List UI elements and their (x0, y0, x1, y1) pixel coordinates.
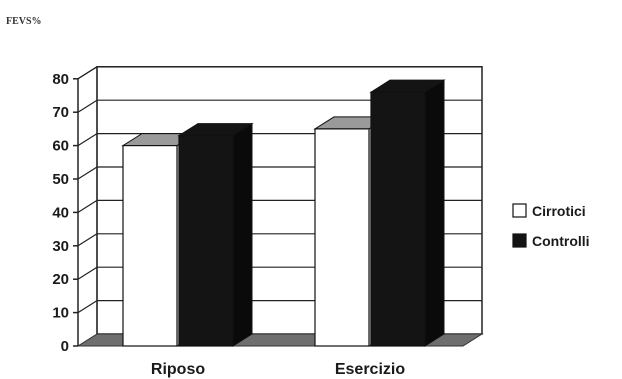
y-axis-label: FEVS% (6, 16, 42, 27)
bar (370, 91, 426, 347)
bar-side (232, 122, 253, 347)
y-tick-label: 60 (52, 138, 69, 155)
bar (178, 134, 234, 347)
bar-side (424, 79, 445, 347)
top-left-edge (77, 66, 98, 80)
gridline-side (77, 166, 98, 180)
category-label: Esercizio (335, 361, 405, 378)
gridline-side (77, 233, 98, 247)
bar (314, 128, 370, 347)
y-tick-label: 40 (52, 204, 69, 221)
legend: Cirrotici Controlli (512, 203, 590, 249)
gridline-side (77, 133, 98, 147)
legend-label-cirrotici: Cirrotici (532, 203, 586, 219)
gridline-side (77, 300, 98, 314)
y-tick-label: 20 (52, 271, 69, 288)
legend-label-controlli: Controlli (532, 233, 590, 249)
gridline-side (77, 266, 98, 280)
legend-swatch-cirrotici (512, 203, 527, 218)
bar (122, 145, 178, 347)
y-tick-label: 30 (52, 238, 69, 255)
gridline-side (77, 199, 98, 213)
category-label: Riposo (151, 361, 205, 378)
y-tick-label: 50 (52, 171, 69, 188)
y-tick-label: 10 (52, 305, 69, 322)
legend-swatch-controlli (512, 233, 527, 248)
y-tick-label: 70 (52, 104, 69, 121)
chart-axes: 0 10 20 30 40 50 60 70 80 (52, 66, 98, 355)
chart-bars (121, 79, 446, 347)
y-tick-label: 0 (61, 338, 69, 355)
y-tick-label: 80 (52, 71, 69, 88)
gridline-side (77, 99, 98, 113)
category-labels: Riposo Esercizio (151, 361, 405, 378)
